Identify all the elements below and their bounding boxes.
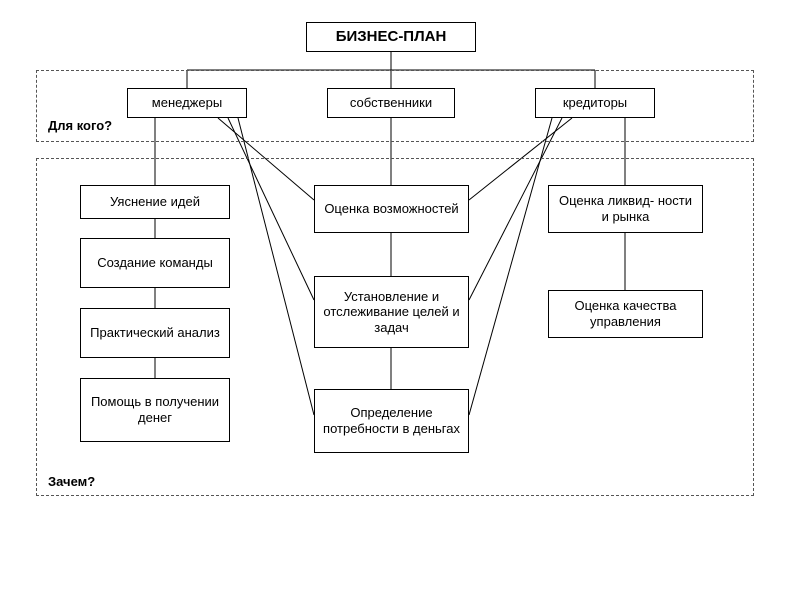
node-k2: Оценка качества управления <box>548 290 703 338</box>
node-m2-text: Создание команды <box>97 255 213 271</box>
node-m1-text: Уяснение идей <box>110 194 200 210</box>
node-s3-text: Определение потребности в деньгах <box>321 405 462 436</box>
node-s1-text: Оценка возможностей <box>324 201 458 217</box>
node-s3: Определение потребности в деньгах <box>314 389 469 453</box>
node-m2: Создание команды <box>80 238 230 288</box>
diagram-canvas: Для кого? Зачем? БИЗНЕС-ПЛАН менеджеры с… <box>0 0 800 600</box>
node-m3: Практический анализ <box>80 308 230 358</box>
node-k2-text: Оценка качества управления <box>555 298 696 329</box>
audience-owners: собственники <box>327 88 455 118</box>
node-m4: Помощь в получении денег <box>80 378 230 442</box>
audience-owners-text: собственники <box>350 95 432 111</box>
node-m3-text: Практический анализ <box>90 325 220 341</box>
audience-managers-text: менеджеры <box>152 95 222 111</box>
node-k1-text: Оценка ликвид- ности и рынка <box>555 193 696 224</box>
region-why-label: Зачем? <box>48 474 95 489</box>
audience-creditors-text: кредиторы <box>563 95 627 111</box>
title-text: БИЗНЕС-ПЛАН <box>336 28 447 46</box>
node-k1: Оценка ликвид- ности и рынка <box>548 185 703 233</box>
node-m1: Уяснение идей <box>80 185 230 219</box>
title-node: БИЗНЕС-ПЛАН <box>306 22 476 52</box>
node-s2: Установление и отслеживание целей и зада… <box>314 276 469 348</box>
node-m4-text: Помощь в получении денег <box>87 394 223 425</box>
node-s1: Оценка возможностей <box>314 185 469 233</box>
region-for-whom-label: Для кого? <box>48 118 112 133</box>
audience-managers: менеджеры <box>127 88 247 118</box>
node-s2-text: Установление и отслеживание целей и зада… <box>321 289 462 336</box>
audience-creditors: кредиторы <box>535 88 655 118</box>
